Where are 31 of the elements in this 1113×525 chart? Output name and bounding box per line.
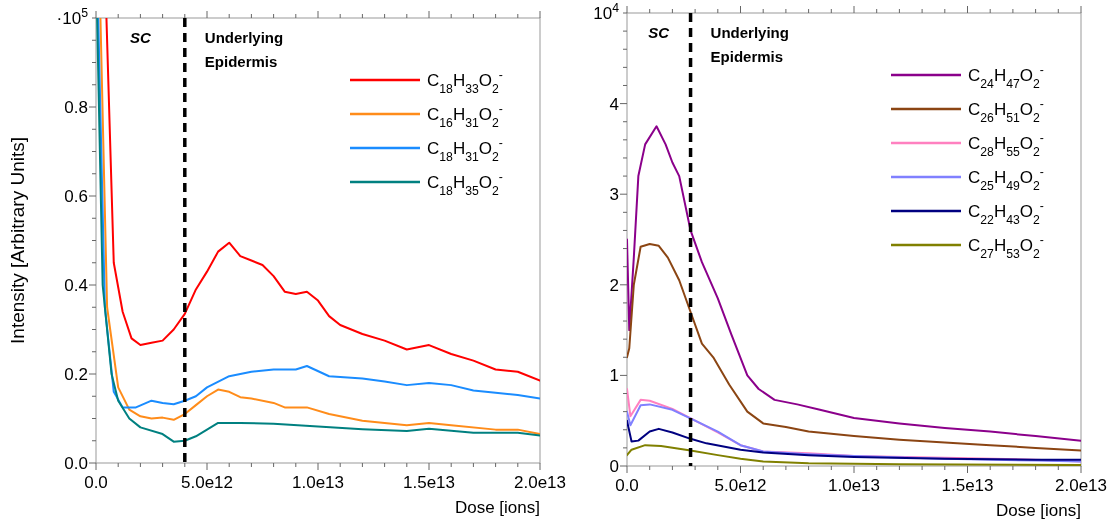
x-axis-title: Dose [ions] bbox=[454, 498, 540, 517]
x-axis-title: Dose [ions] bbox=[995, 501, 1081, 520]
x-tick-label: 2.0e13 bbox=[514, 473, 566, 492]
line-series bbox=[627, 419, 1081, 461]
x-tick-label: 1.5e13 bbox=[941, 476, 994, 495]
y-tick-label: 0.0 bbox=[64, 454, 88, 473]
x-tick-label: 1.5e13 bbox=[403, 473, 455, 492]
x-tick-label: 5.0e12 bbox=[181, 473, 233, 492]
annotation: Underlying Epidermis bbox=[710, 24, 789, 65]
line-series bbox=[627, 125, 1081, 442]
text: 10$^{4}$ bbox=[593, 1, 620, 23]
annotation: Underlying Epidermis bbox=[204, 29, 284, 70]
text: ·10$^{5}$ bbox=[56, 6, 89, 28]
x-tick-label: 1.0e13 bbox=[828, 476, 880, 495]
y-tick-label: 4 bbox=[609, 94, 619, 114]
x-tick-label: 2.0e13 bbox=[1055, 476, 1107, 495]
y-tick-label: 0.6 bbox=[64, 187, 88, 206]
y-tick-label: 2 bbox=[609, 275, 619, 295]
y-tick-label: 0.2 bbox=[64, 365, 88, 384]
annotation: SC bbox=[648, 24, 671, 41]
annotation: SC bbox=[129, 29, 152, 46]
line-series bbox=[627, 444, 1081, 466]
y-tick-label: 0 bbox=[609, 457, 619, 476]
y-tick-label: 0.4 bbox=[64, 276, 88, 295]
x-tick-label: 0.0 bbox=[84, 473, 108, 492]
y-tick-label: 1 bbox=[609, 366, 619, 386]
y-axis-title: Intensity [Arbitrary Units] bbox=[7, 137, 28, 344]
y-tick-label: 3 bbox=[609, 185, 619, 205]
x-tick-label: 1.0e13 bbox=[292, 473, 344, 492]
y-tick-label: 0.8 bbox=[64, 98, 88, 117]
x-tick-label: 5.0e12 bbox=[714, 476, 767, 495]
